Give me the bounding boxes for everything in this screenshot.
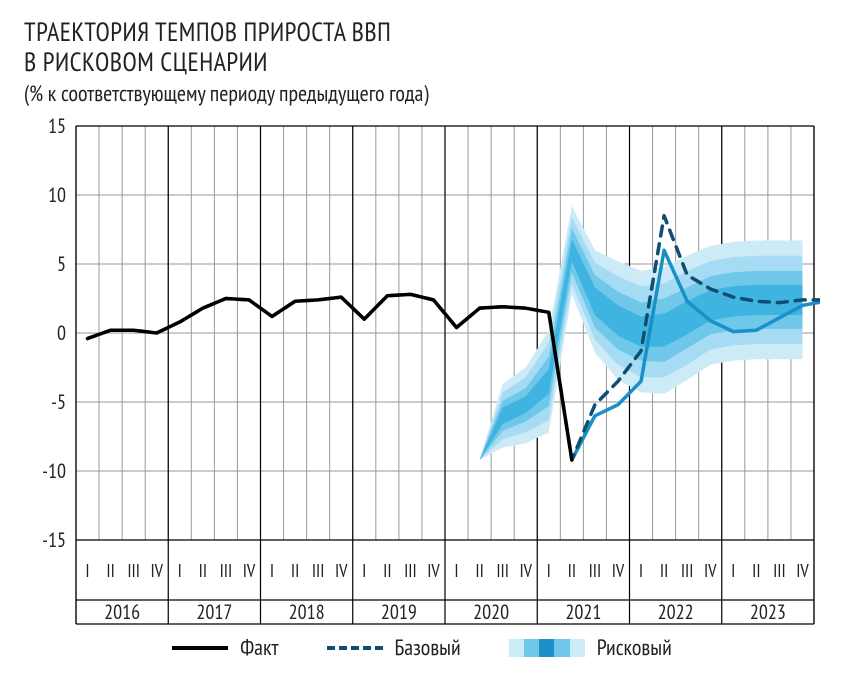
svg-text:III: III (312, 559, 325, 582)
svg-text:II: II (383, 559, 391, 582)
chart-title-line1: ТРАЕКТОРИЯ ТЕМПОВ ПРИРОСТА ВВП (24, 18, 820, 48)
svg-text:IV: IV (150, 559, 163, 582)
svg-text:II: II (106, 559, 114, 582)
legend-swatch-fact (172, 646, 228, 650)
svg-text:II: II (660, 559, 668, 582)
svg-text:2023: 2023 (750, 599, 786, 625)
svg-text:15: 15 (48, 113, 66, 139)
svg-text:2017: 2017 (196, 599, 232, 625)
svg-text:I: I (731, 559, 735, 582)
svg-text:-5: -5 (51, 389, 66, 415)
svg-text:2018: 2018 (289, 599, 325, 625)
svg-text:III: III (773, 559, 786, 582)
svg-text:I: I (639, 559, 643, 582)
svg-text:III: III (496, 559, 509, 582)
chart-title-line2: В РИСКОВОМ СЦЕНАРИИ (24, 48, 820, 78)
svg-text:2016: 2016 (104, 599, 140, 625)
chart-legend: Факт Базовый Рисковый (24, 634, 820, 662)
svg-text:II: II (568, 559, 576, 582)
legend-label-fact: Факт (240, 634, 278, 662)
svg-text:-10: -10 (42, 458, 66, 484)
svg-text:IV: IV (519, 559, 532, 582)
fan-line-chart: -15-10-5051015IIIIIIIVIIIIIIIVIIIIIIIVII… (24, 108, 820, 628)
svg-text:II: II (475, 559, 483, 582)
chart-page: ТРАЕКТОРИЯ ТЕМПОВ ПРИРОСТА ВВП В РИСКОВО… (0, 0, 844, 691)
svg-text:2021: 2021 (565, 599, 601, 625)
svg-text:IV: IV (243, 559, 256, 582)
svg-text:10: 10 (48, 182, 66, 208)
svg-text:I: I (547, 559, 551, 582)
legend-label-base: Базовый (395, 634, 461, 662)
svg-text:2022: 2022 (658, 599, 694, 625)
svg-text:I: I (178, 559, 182, 582)
svg-text:III: III (220, 559, 233, 582)
svg-text:I: I (85, 559, 89, 582)
svg-text:III: III (681, 559, 694, 582)
legend-swatch-risk (509, 639, 585, 657)
svg-text:2020: 2020 (473, 599, 509, 625)
chart-subtitle: (% к соответствующему периоду предыдущег… (24, 80, 820, 109)
svg-text:III: III (127, 559, 140, 582)
legend-item-risk: Рисковый (509, 634, 672, 662)
legend-item-base: Базовый (327, 634, 461, 662)
svg-text:5: 5 (57, 251, 66, 277)
svg-text:2019: 2019 (381, 599, 417, 625)
svg-text:I: I (362, 559, 366, 582)
svg-text:I: I (270, 559, 274, 582)
svg-text:-15: -15 (42, 527, 66, 553)
svg-text:II: II (199, 559, 207, 582)
svg-text:III: III (589, 559, 602, 582)
svg-text:IV: IV (796, 559, 809, 582)
legend-swatch-base (327, 646, 383, 650)
svg-text:II: II (291, 559, 299, 582)
svg-text:IV: IV (427, 559, 440, 582)
svg-text:IV: IV (612, 559, 625, 582)
svg-text:IV: IV (335, 559, 348, 582)
svg-text:II: II (752, 559, 760, 582)
legend-item-fact: Факт (172, 634, 278, 662)
svg-text:III: III (404, 559, 417, 582)
svg-text:IV: IV (704, 559, 717, 582)
svg-text:0: 0 (57, 320, 66, 346)
legend-label-risk: Рисковый (597, 634, 672, 662)
svg-text:I: I (454, 559, 458, 582)
